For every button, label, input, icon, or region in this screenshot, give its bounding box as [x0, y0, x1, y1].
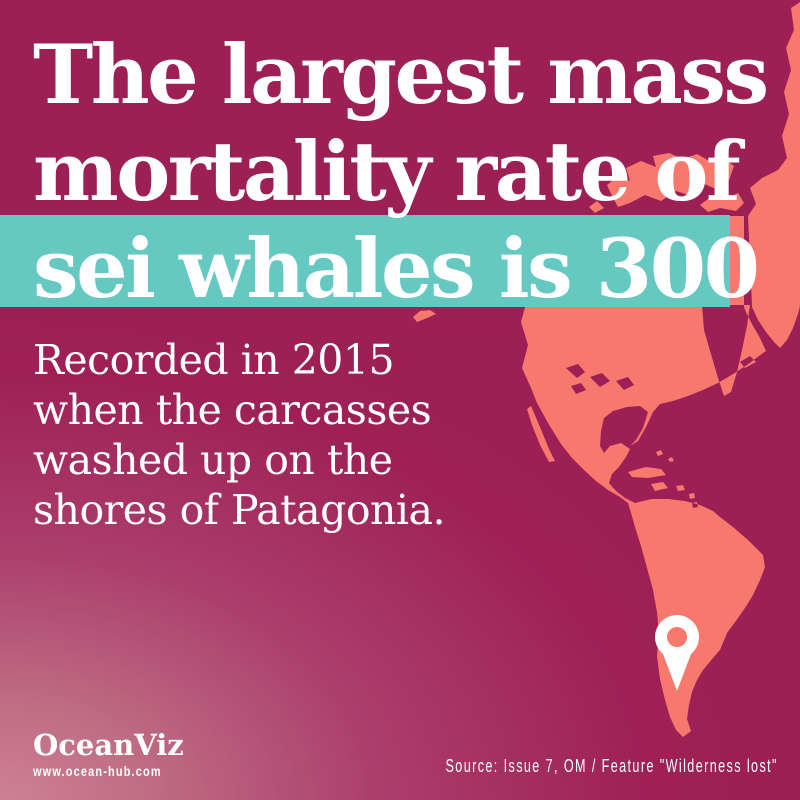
headline-line-2: mortality rate of	[33, 125, 741, 220]
body-line-4: shores of Patagonia.	[33, 486, 446, 534]
brand-website: www.ocean-hub.com	[33, 763, 162, 779]
brand-logo: OceanViz	[33, 728, 184, 762]
body-text: Recorded in 2015 when the carcasses wash…	[33, 335, 446, 535]
body-line-2: when the carcasses	[33, 386, 432, 434]
body-line-3: washed up on the	[33, 436, 393, 484]
americas-landmass	[413, 2, 800, 737]
headline-line-1: The largest mass	[33, 28, 769, 123]
headline: The largest mass mortality rate of sei w…	[33, 27, 769, 318]
headline-line-3-highlighted: sei whales is 300	[33, 222, 760, 317]
highlight-band	[0, 215, 730, 307]
location-pin-icon	[655, 615, 699, 691]
source-credit: Source: Issue 7, OM / Feature "Wildernes…	[445, 756, 778, 776]
body-line-1: Recorded in 2015	[33, 336, 395, 384]
